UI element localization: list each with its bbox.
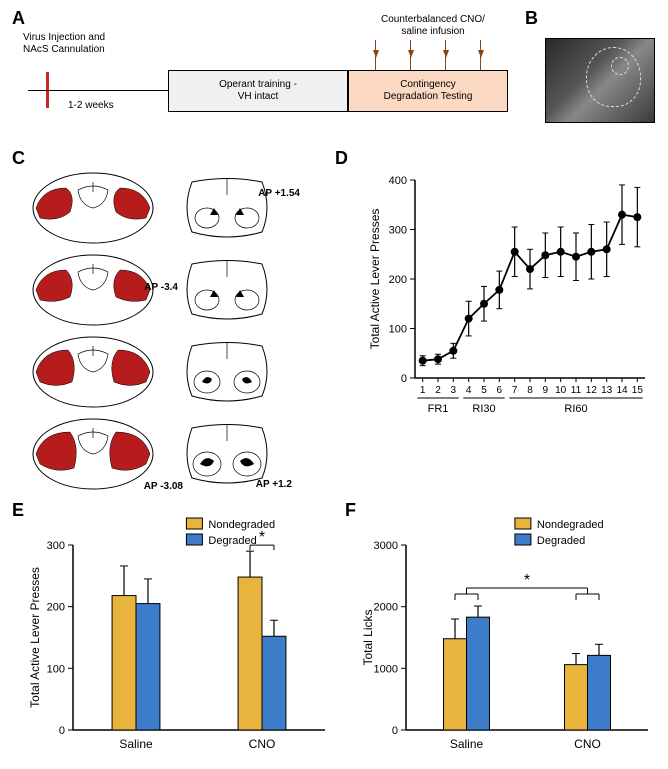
svg-text:2: 2 — [435, 385, 441, 396]
svg-text:9: 9 — [543, 385, 549, 396]
chart-e-svg: 0100200300Total Active Lever PressesNond… — [25, 510, 335, 760]
svg-text:6: 6 — [497, 385, 503, 396]
brain-svg-2 — [28, 252, 158, 330]
svg-text:400: 400 — [389, 175, 407, 187]
brain-svg-6 — [172, 252, 282, 330]
phase1-l2: VH intact — [238, 91, 279, 103]
svg-text:15: 15 — [632, 385, 644, 396]
microscopy-image — [545, 38, 655, 123]
svg-text:*: * — [259, 529, 265, 546]
panel-f-label: F — [345, 500, 356, 521]
roi-outer — [586, 47, 641, 107]
chart-e: 0100200300Total Active Lever PressesNond… — [25, 510, 335, 760]
chart-d: 0 100 200 300 400 Total Active Lever Presses 1… — [365, 170, 655, 430]
svg-text:100: 100 — [389, 324, 407, 336]
brain-col-left: AP -3.4 AP -3.08 — [28, 170, 158, 498]
svg-text:12: 12 — [586, 385, 598, 396]
svg-text:FR1: FR1 — [428, 403, 449, 415]
brain-sec-6 — [172, 252, 282, 330]
brain-svg-1 — [28, 170, 158, 248]
chart-f: 0 1000 2000 3000 Total Licks Nondegraded Degra… — [358, 510, 658, 760]
svg-text:4: 4 — [466, 385, 472, 396]
cno-l2: saline infusion — [401, 26, 464, 37]
phase2-l1: Contingency — [400, 79, 456, 91]
svg-text:300: 300 — [47, 540, 65, 552]
roi-inner — [611, 57, 629, 75]
svg-text:Total Active Lever Presses: Total Active Lever Presses — [368, 209, 382, 350]
svg-text:3: 3 — [451, 385, 457, 396]
svg-text:7: 7 — [512, 385, 518, 396]
ap-label-3: AP +1.54 — [258, 188, 300, 199]
panel-c-label: C — [12, 148, 25, 169]
chart-f-svg: 0 1000 2000 3000 Total Licks Nondegraded Degra… — [358, 510, 658, 760]
svg-text:0: 0 — [59, 725, 65, 737]
svg-text:8: 8 — [527, 385, 533, 396]
cno-label: Counterbalanced CNO/ saline infusion — [358, 14, 508, 38]
brain-sec-1 — [28, 170, 158, 248]
brain-col-right: AP +1.54 AP +1.2 — [172, 170, 282, 498]
svg-text:*: * — [524, 572, 530, 589]
svg-text:1000: 1000 — [374, 663, 398, 675]
svg-text:14: 14 — [616, 385, 628, 396]
chart-d-svg: 0 100 200 300 400 Total Active Lever Presses 1… — [365, 170, 655, 430]
brain-sec-4: AP -3.08 — [28, 416, 158, 494]
svg-text:13: 13 — [601, 385, 613, 396]
brain-svg-5 — [172, 170, 282, 248]
brain-svg-7 — [172, 334, 282, 412]
virus-label-l1: Virus Injection and — [23, 32, 105, 43]
svg-text:Degraded: Degraded — [208, 535, 256, 547]
panel-b-label: B — [525, 8, 538, 29]
brain-sec-7 — [172, 334, 282, 412]
weeks-label: 1-2 weeks — [68, 100, 114, 111]
svg-text:0: 0 — [401, 373, 407, 385]
brain-svg-3 — [28, 334, 158, 412]
virus-label-l2: NAcS Cannulation — [23, 44, 105, 55]
phase2-box: Contingency Degradation Testing — [348, 70, 508, 112]
svg-text:Nondegraded: Nondegraded — [537, 519, 604, 531]
virus-label: Virus Injection and NAcS Cannulation — [23, 32, 143, 56]
svg-text:Total Active Lever Presses: Total Active Lever Presses — [28, 567, 42, 708]
svg-text:3000: 3000 — [374, 540, 398, 552]
timeline: Virus Injection and NAcS Cannulation 1-2… — [28, 22, 518, 132]
svg-text:Total Licks: Total Licks — [361, 609, 375, 665]
svg-text:Saline: Saline — [119, 737, 153, 751]
svg-text:200: 200 — [389, 274, 407, 286]
brain-sec-3 — [28, 334, 158, 412]
phase1-box: Operant training - VH intact — [168, 70, 348, 112]
svg-text:0: 0 — [392, 725, 398, 737]
panel-e-label: E — [12, 500, 24, 521]
brain-sec-2: AP -3.4 — [28, 252, 158, 330]
svg-text:2000: 2000 — [374, 602, 398, 614]
phase1-l1: Operant training - — [219, 79, 297, 91]
svg-text:CNO: CNO — [249, 737, 276, 751]
svg-text:Degraded: Degraded — [537, 535, 585, 547]
svg-text:RI30: RI30 — [472, 403, 495, 415]
svg-text:1: 1 — [420, 385, 426, 396]
svg-text:5: 5 — [481, 385, 487, 396]
cno-l1: Counterbalanced CNO/ — [381, 14, 485, 25]
brain-svg-4 — [28, 416, 158, 494]
svg-text:100: 100 — [47, 663, 65, 675]
svg-text:11: 11 — [571, 385, 582, 396]
svg-text:CNO: CNO — [574, 737, 601, 751]
phase2-l2: Degradation Testing — [384, 91, 473, 103]
svg-text:RI60: RI60 — [564, 403, 587, 415]
svg-text:Saline: Saline — [450, 737, 484, 751]
svg-text:10: 10 — [555, 385, 567, 396]
panel-d-label: D — [335, 148, 348, 169]
svg-text:300: 300 — [389, 225, 407, 237]
svg-text:200: 200 — [47, 602, 65, 614]
ap-label-4: AP +1.2 — [256, 479, 292, 490]
brain-sec-8: AP +1.2 — [172, 416, 282, 494]
brain-sec-5: AP +1.54 — [172, 170, 282, 248]
panel-a-label: A — [12, 8, 25, 29]
